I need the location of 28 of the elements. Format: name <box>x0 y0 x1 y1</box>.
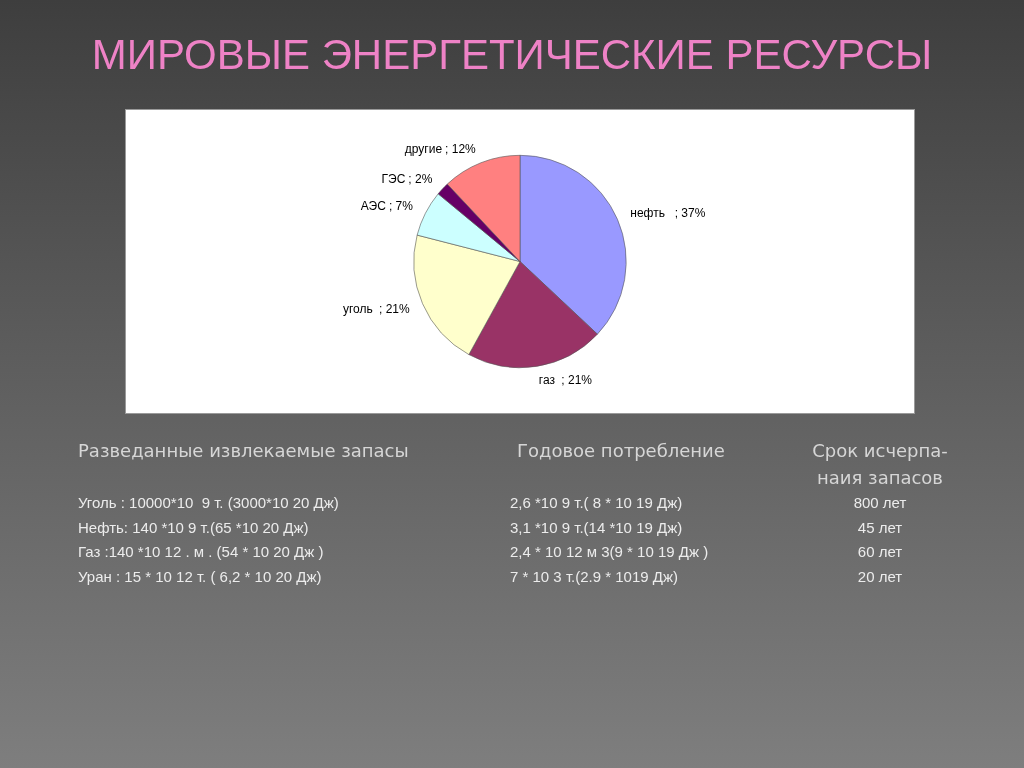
text: 3,1 *10 9 т.(14 *10 19 Дж) <box>509 517 684 538</box>
slice-label: ГЭС <box>381 171 406 186</box>
text: 7 * 10 3 т.(2.9 * 1019 Дж) <box>509 566 679 587</box>
data-label: ; 21% <box>557 372 593 387</box>
data-label: ; 2% <box>408 171 433 186</box>
text: 2,4 * 10 12 м 3(9 * 10 19 Дж ) <box>509 542 710 562</box>
data-label: ; 37% <box>667 206 706 221</box>
data-label: ; 7% <box>388 199 414 214</box>
text: 45 лет <box>856 517 904 538</box>
text: 20 лет <box>856 566 904 587</box>
text: 800 лет <box>852 493 908 513</box>
text: Разведанные извлекаемые запасы <box>78 439 410 463</box>
text: Нефть: 140 *10 9 т.(65 *10 20 Дж) <box>78 517 310 538</box>
slice-label: АЭС <box>360 199 387 214</box>
text: Уран : 15 * 10 12 т. ( 6,2 * 10 20 Дж) <box>78 566 323 587</box>
text: Уголь : 10000*10 9 т. (3000*10 20 Дж) <box>78 493 340 513</box>
slice-label: нефть <box>630 206 665 221</box>
data-label: ; 12% <box>445 142 477 157</box>
chart-title: МИРОВЫЕ ЭНЕРГЕТИЧЕСКИЕ РЕСУРСЫ <box>90 30 934 80</box>
text: Газ :140 *10 12 . м . (54 * 10 20 Дж ) <box>78 542 325 562</box>
slice-label: уголь <box>342 301 373 316</box>
slice-label: газ <box>538 372 556 387</box>
text: 2,6 *10 9 т.( 8 * 10 19 Дж) <box>509 493 684 513</box>
text: Годовое потребление <box>516 439 726 463</box>
slice-label: другие <box>404 142 443 157</box>
text: 60 лет <box>856 542 904 562</box>
data-label: ; 21% <box>375 301 411 316</box>
text: Срок исчерпа- наия запасов <box>811 439 949 490</box>
